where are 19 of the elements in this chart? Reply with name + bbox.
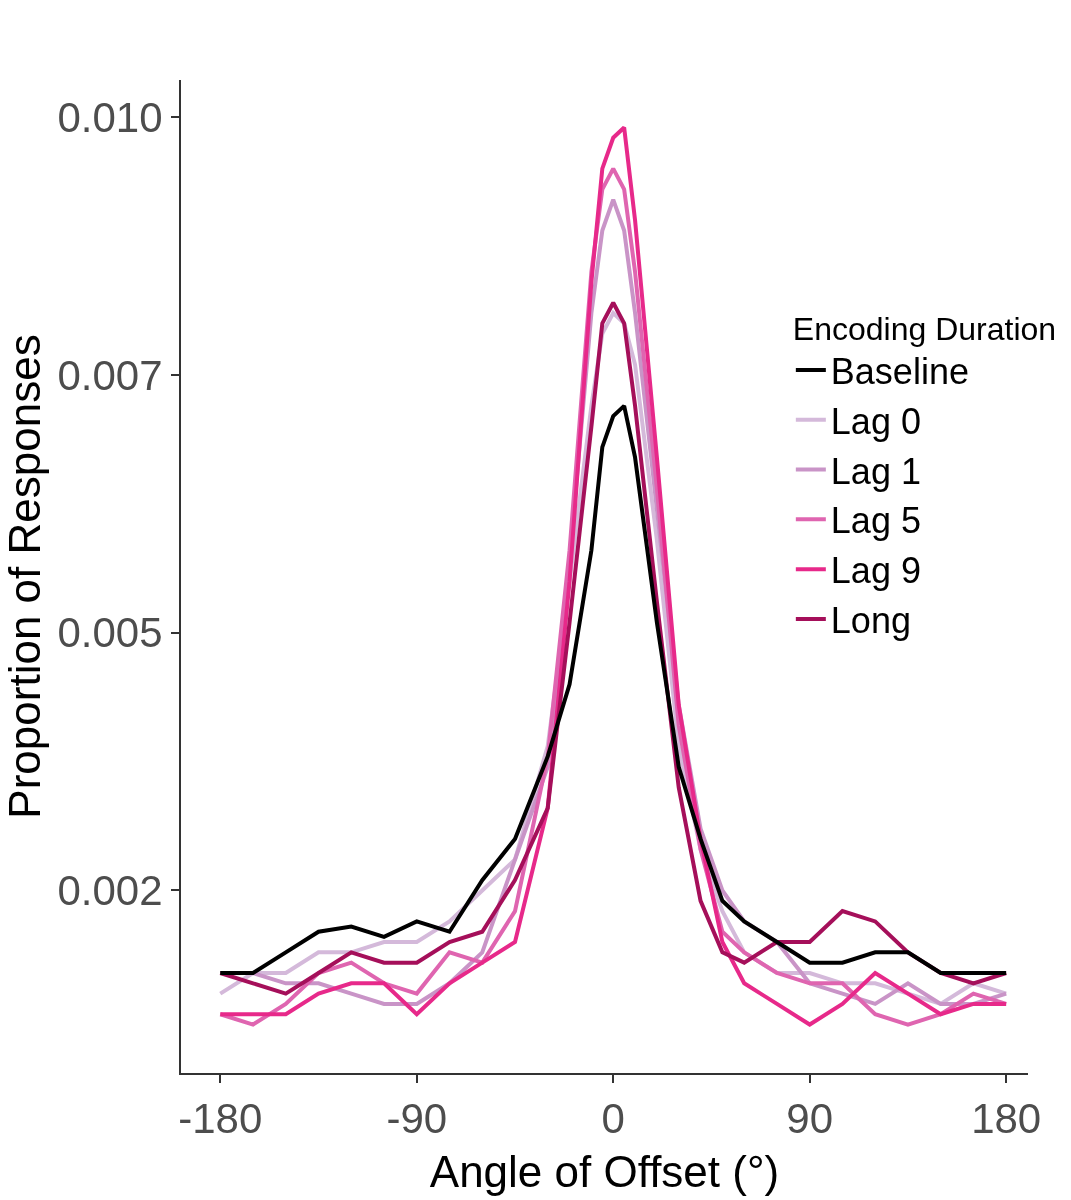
- legend-title: Encoding Duration: [792, 311, 1057, 348]
- y-tick-label: 0.005: [57, 609, 163, 657]
- x-axis-title: Angle of Offset (°): [429, 1147, 780, 1197]
- x-tick-label: 180: [971, 1095, 1042, 1143]
- x-tick-label: -90: [386, 1095, 448, 1143]
- legend-label: Baseline: [830, 351, 969, 392]
- y-tick-label: 0.007: [57, 351, 163, 399]
- legend-label: Lag 1: [830, 450, 921, 492]
- x-tick-label: 90: [786, 1095, 834, 1143]
- y-tick-label: 0.010: [57, 93, 163, 141]
- x-tick-label: 0: [601, 1095, 625, 1143]
- legend-label: Lag 5: [830, 500, 921, 542]
- legend-label: Lag 0: [830, 400, 921, 442]
- y-tick-label: 0.002: [57, 867, 163, 915]
- y-axis-title: Proportion of Responses: [0, 334, 49, 819]
- line-series: [218, 403, 1009, 975]
- x-tick-label: -180: [178, 1095, 263, 1143]
- legend-label: Lag 9: [830, 550, 921, 592]
- legend-label: Long: [830, 600, 911, 641]
